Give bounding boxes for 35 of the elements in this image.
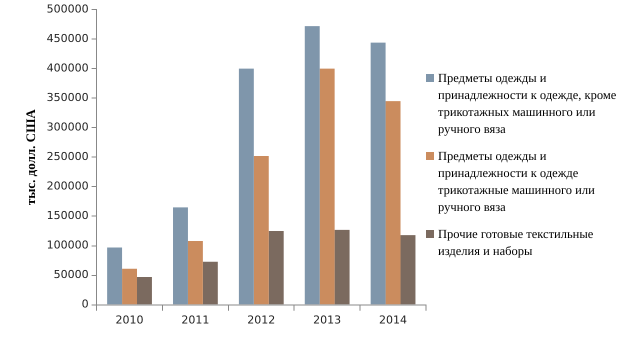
x-tick-label: 2011 (181, 313, 210, 326)
bar (107, 248, 122, 304)
bar (304, 26, 320, 304)
x-tick-label: 2013 (313, 313, 342, 326)
x-tick-label: 2012 (247, 313, 276, 326)
bar (188, 241, 203, 304)
y-tick-label: 150000 (46, 209, 89, 222)
bar (370, 42, 386, 304)
bar (334, 230, 350, 304)
bar (268, 231, 284, 304)
bar (320, 68, 335, 304)
bar (173, 207, 188, 304)
y-tick-label: 400000 (46, 62, 89, 74)
y-tick-label: 350000 (46, 91, 89, 104)
bar (386, 101, 401, 304)
bar (122, 268, 137, 304)
x-tick-label: 2014 (379, 313, 408, 326)
legend-label: Прочие готовые текстильные изделия и наборы (438, 226, 594, 260)
y-tick-label: 450000 (46, 32, 89, 45)
y-tick-label: 500000 (46, 2, 89, 16)
y-tick-label: 200000 (46, 180, 89, 193)
y-tick-label: 100000 (46, 238, 89, 252)
y-tick-label: 250000 (46, 150, 89, 164)
legend-label: Предметы одежды и принадлежности к одежде, кроме трикотажных машинного или ручного вяза (438, 70, 618, 138)
y-tick-label: 300000 (46, 120, 89, 134)
y-tick-label: 0 (82, 298, 89, 311)
y-tick-label: 50000 (54, 268, 89, 282)
bar (400, 235, 416, 304)
bar (254, 156, 269, 304)
bar (137, 277, 152, 304)
x-tick-label: 2010 (116, 313, 144, 326)
y-axis-title: тыс. долл. США (23, 108, 38, 206)
bar (202, 262, 218, 304)
bar (238, 68, 254, 304)
legend-label: Предметы одежды и принадлежности к одежде трикотажные машинного или ручного вяза (438, 148, 596, 216)
